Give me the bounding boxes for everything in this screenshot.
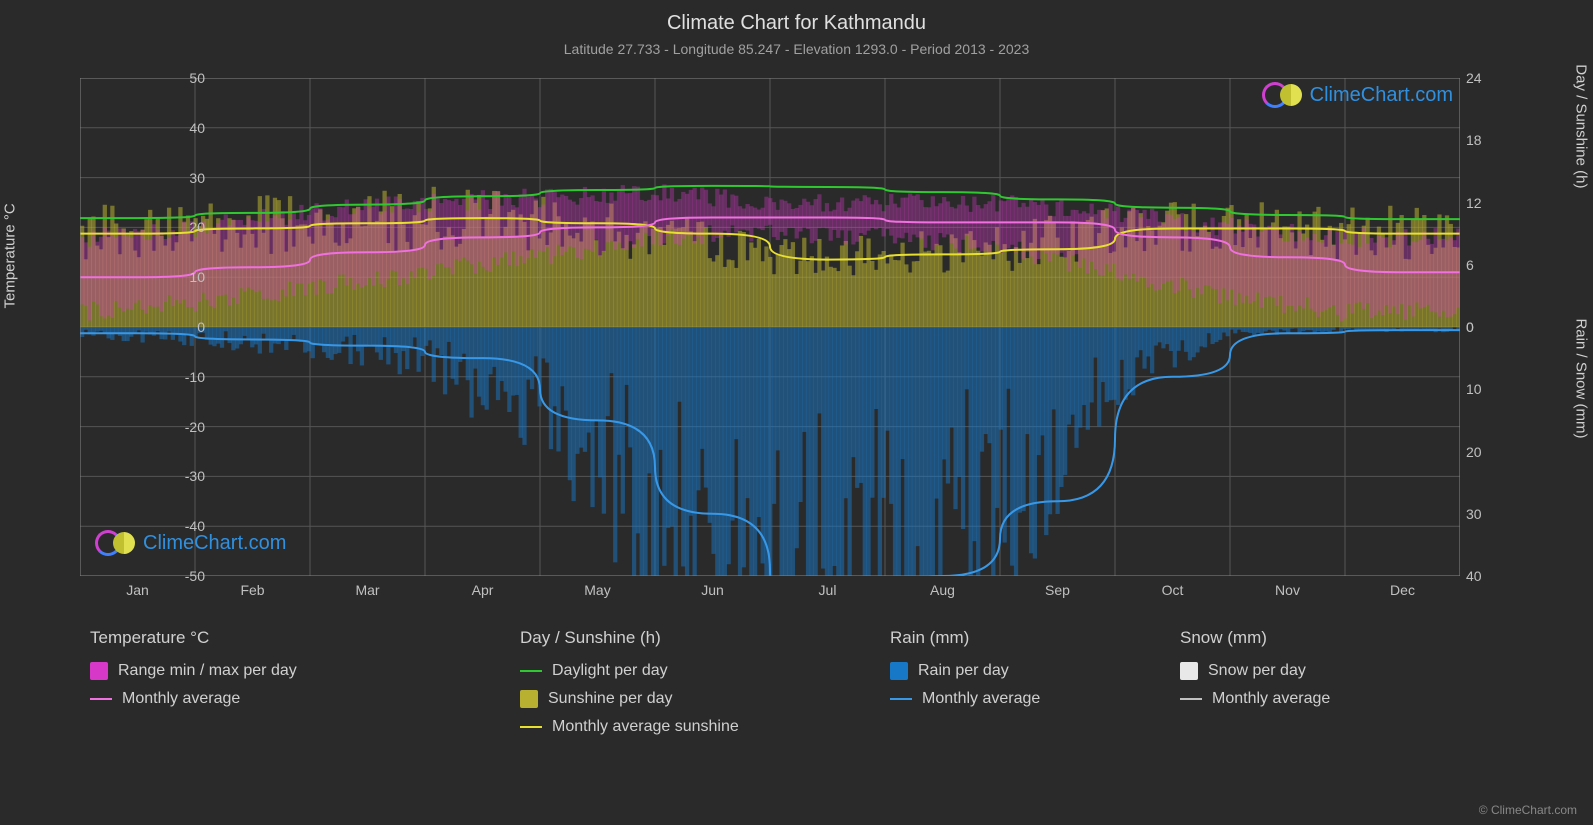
y-tick-left: -10: [165, 369, 205, 385]
y-tick-left: -40: [165, 518, 205, 534]
y-tick-right-mm: 40: [1466, 568, 1506, 584]
legend-label: Sunshine per day: [548, 690, 673, 708]
x-tick-month: Jun: [701, 582, 724, 598]
y-tick-left: 20: [165, 219, 205, 235]
x-tick-month: Jan: [126, 582, 149, 598]
y-tick-right-hours: 18: [1466, 132, 1506, 148]
plot-area: [80, 78, 1460, 576]
y-tick-right-hours: 24: [1466, 70, 1506, 86]
brand-logo-top: ClimeChart.com: [1262, 82, 1453, 108]
y-tick-left: 0: [165, 319, 205, 335]
plot-svg: [80, 78, 1460, 576]
legend-snow-line: Monthly average: [1180, 690, 1330, 708]
legend-rain-line: Monthly average: [890, 690, 1040, 708]
legend-snow-title: Snow (mm): [1180, 628, 1330, 648]
legend-temp-title: Temperature °C: [90, 628, 297, 648]
legend-temp-avg: Monthly average: [90, 690, 297, 708]
brand-name: ClimeChart.com: [143, 532, 286, 555]
x-tick-month: Aug: [930, 582, 955, 598]
copyright: © ClimeChart.com: [1479, 803, 1577, 817]
y-tick-right-mm: 10: [1466, 381, 1506, 397]
x-tick-month: Mar: [355, 582, 379, 598]
y-tick-right-mm: 0: [1466, 319, 1506, 335]
y-tick-left: 50: [165, 70, 205, 86]
y-tick-right-hours: 12: [1466, 195, 1506, 211]
x-tick-month: Feb: [240, 582, 264, 598]
x-tick-month: Nov: [1275, 582, 1300, 598]
y-tick-left: 40: [165, 120, 205, 136]
x-tick-month: Apr: [472, 582, 494, 598]
brand-name: ClimeChart.com: [1310, 84, 1453, 107]
legend-rain-fill: Rain per day: [890, 662, 1040, 680]
y-tick-left: -30: [165, 468, 205, 484]
legend-label: Monthly average: [122, 690, 240, 708]
x-tick-month: May: [584, 582, 610, 598]
legend-label: Daylight per day: [552, 662, 668, 680]
legend-snow-fill: Snow per day: [1180, 662, 1330, 680]
legend-line-rain: [890, 698, 912, 700]
legend-label: Range min / max per day: [118, 662, 297, 680]
legend-swatch-sunshine: [520, 690, 538, 708]
climate-chart: Climate Chart for Kathmandu Latitude 27.…: [0, 0, 1593, 825]
legend-line-snow: [1180, 698, 1202, 700]
legend-sunshine-line: Monthly average sunshine: [520, 718, 739, 736]
y-tick-right-hours: 6: [1466, 257, 1506, 273]
x-tick-month: Dec: [1390, 582, 1415, 598]
logo-sun-icon: [113, 532, 135, 554]
legend-temp-range: Range min / max per day: [90, 662, 297, 680]
x-tick-month: Jul: [819, 582, 837, 598]
y-axis-right-top-label: Day / Sunshine (h): [1573, 64, 1590, 188]
x-tick-month: Sep: [1045, 582, 1070, 598]
y-tick-left: -50: [165, 568, 205, 584]
logo-sun-icon: [1280, 84, 1302, 106]
legend-swatch-snow: [1180, 662, 1198, 680]
y-tick-right-mm: 20: [1466, 444, 1506, 460]
legend-line-daylight: [520, 670, 542, 672]
legend-label: Snow per day: [1208, 662, 1306, 680]
legend-snow: Snow (mm) Snow per day Monthly average: [1180, 628, 1330, 718]
y-axis-right-bottom-label: Rain / Snow (mm): [1573, 318, 1590, 438]
legend-label: Monthly average: [1212, 690, 1330, 708]
legend-sunshine-fill: Sunshine per day: [520, 690, 739, 708]
y-tick-right-mm: 30: [1466, 506, 1506, 522]
legend-rain: Rain (mm) Rain per day Monthly average: [890, 628, 1040, 718]
legend-sunshine: Day / Sunshine (h) Daylight per day Suns…: [520, 628, 739, 746]
chart-title: Climate Chart for Kathmandu: [0, 0, 1593, 35]
legend-swatch-temp-range: [90, 662, 108, 680]
legend-rain-title: Rain (mm): [890, 628, 1040, 648]
legend-line-temp-avg: [90, 698, 112, 700]
legend-label: Monthly average sunshine: [552, 718, 739, 736]
y-tick-left: -20: [165, 419, 205, 435]
y-tick-left: 30: [165, 170, 205, 186]
legend-swatch-rain: [890, 662, 908, 680]
legend-label: Monthly average: [922, 690, 1040, 708]
legend-temperature: Temperature °C Range min / max per day M…: [90, 628, 297, 718]
x-tick-month: Oct: [1162, 582, 1184, 598]
legend-daylight: Daylight per day: [520, 662, 739, 680]
chart-subtitle: Latitude 27.733 - Longitude 85.247 - Ele…: [0, 35, 1593, 57]
legend-line-sunshine: [520, 726, 542, 728]
y-tick-left: 10: [165, 269, 205, 285]
legend-label: Rain per day: [918, 662, 1009, 680]
y-axis-left-label: Temperature °C: [2, 203, 19, 308]
legend-sun-title: Day / Sunshine (h): [520, 628, 739, 648]
